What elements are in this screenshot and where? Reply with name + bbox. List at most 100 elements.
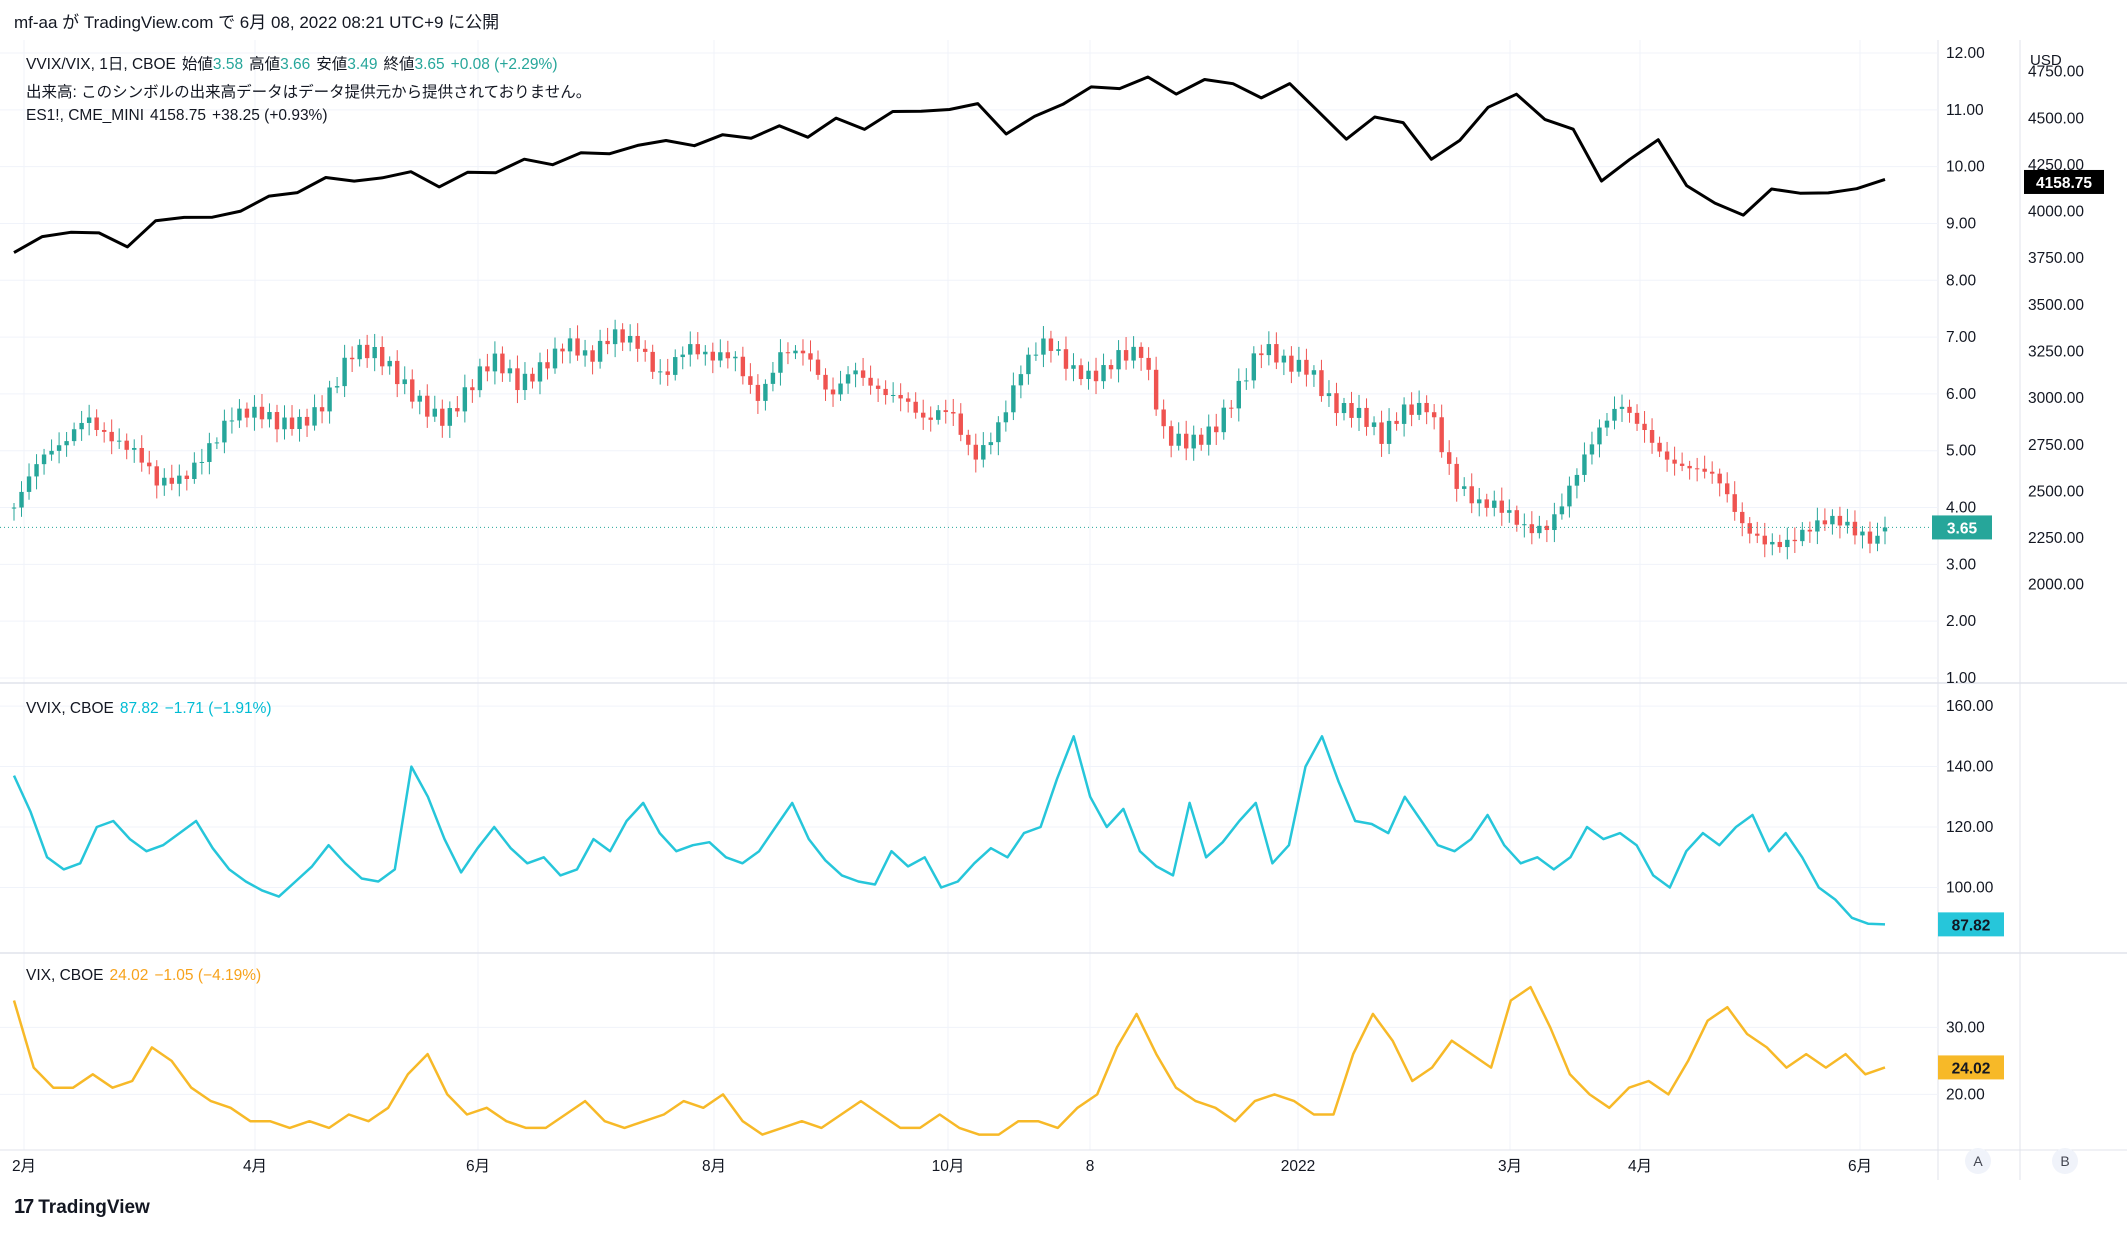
candle-body	[605, 340, 610, 345]
candle-body	[1168, 426, 1174, 446]
candle-body	[1567, 485, 1572, 507]
candle-body	[364, 344, 370, 359]
close-value: 3.65	[414, 56, 445, 73]
candle-body	[560, 348, 565, 352]
candle-body	[650, 351, 655, 372]
candle-body	[49, 450, 54, 455]
legend-symbol: VVIX/VIX, 1日, CBOE	[26, 56, 176, 73]
auto-scale-button[interactable]: A	[1965, 1148, 1991, 1174]
candle-body	[1732, 494, 1737, 512]
candle-body	[838, 383, 843, 395]
candle-body	[658, 371, 663, 373]
open-label: 始値	[181, 56, 213, 73]
candle-body	[1694, 468, 1700, 470]
es-price-text: 4158.75	[2036, 175, 2092, 192]
candle-body	[1424, 402, 1429, 413]
close-label: 終値	[383, 56, 415, 73]
y-tick-label: 2.00	[1946, 613, 1977, 630]
candle-body	[1018, 374, 1024, 386]
candle-body	[1041, 338, 1046, 355]
candle-body	[710, 351, 716, 361]
candle-body	[1086, 370, 1091, 380]
overlay-tick-label: 2750.00	[2028, 437, 2084, 454]
candle-body	[778, 352, 783, 373]
candle-body	[522, 373, 528, 391]
candle-body	[740, 356, 746, 377]
candle-body	[763, 383, 768, 401]
overlay-tick-label: 3500.00	[2028, 297, 2084, 314]
candle-body	[973, 444, 978, 460]
candle-body	[1138, 346, 1144, 358]
y-tick-label: 120.00	[1946, 819, 1994, 836]
candle-body	[1604, 420, 1610, 428]
candle-body	[1882, 527, 1888, 532]
candle-body	[1349, 403, 1354, 418]
candle-body	[177, 475, 182, 484]
candle-body	[1800, 529, 1805, 542]
overlay-tick-label: 3750.00	[2028, 250, 2084, 267]
brand-name: TradingView	[38, 1196, 150, 1218]
candle-body	[718, 352, 723, 361]
candle-body	[793, 350, 798, 354]
scale-b-button[interactable]: B	[2052, 1148, 2078, 1174]
candle-body	[11, 507, 17, 509]
candle-body	[71, 429, 77, 442]
candle-body	[447, 408, 453, 426]
candle-body	[1792, 539, 1798, 542]
candle-body	[184, 475, 190, 479]
candle-body	[815, 359, 821, 375]
candle-body	[830, 389, 836, 395]
candle-body	[860, 370, 866, 378]
candle-body	[485, 366, 490, 372]
candle-body	[1416, 402, 1422, 415]
candle-body	[342, 357, 347, 387]
candle-body	[800, 350, 806, 354]
candle-body	[425, 395, 430, 417]
y-tick-label: 160.00	[1946, 698, 1994, 715]
candle-body	[304, 416, 310, 426]
vvix-price-badge	[1938, 912, 2004, 937]
candle-body	[1867, 531, 1873, 544]
vvix-symbol: VVIX, CBOE	[26, 700, 114, 717]
y-tick-label: 10.00	[1946, 159, 1985, 176]
candle-body	[1537, 525, 1542, 534]
candle-body	[575, 338, 580, 356]
candle-body	[492, 353, 498, 372]
last-price-text: 3.65	[1947, 520, 1978, 537]
candle-body	[1071, 365, 1076, 369]
candle-body	[890, 395, 896, 397]
candle-body	[1364, 407, 1369, 427]
candle-body	[1469, 486, 1474, 504]
candle-body	[1311, 370, 1317, 375]
candle-body	[1266, 344, 1272, 356]
candle-body	[627, 335, 633, 343]
candle-body	[1161, 409, 1166, 427]
candle-body	[808, 353, 813, 360]
candle-body	[515, 368, 520, 391]
vvix-change: −1.71 (−1.91%)	[164, 700, 272, 717]
candle-body	[162, 477, 167, 486]
overlay-tick-label: 2500.00	[2028, 483, 2084, 500]
candle-body	[1214, 426, 1219, 433]
candle-body	[612, 329, 618, 345]
candle-body	[1574, 474, 1580, 486]
candle-body	[289, 417, 295, 430]
candle-body	[1386, 420, 1392, 444]
candle-body	[1582, 454, 1587, 475]
overlay-tick-label: 4250.00	[2028, 157, 2084, 174]
candle-body	[1319, 370, 1324, 397]
candle-body	[1529, 524, 1535, 534]
candle-body	[349, 357, 355, 360]
footer-brand[interactable]: 17 TradingView	[14, 1196, 150, 1219]
y-tick-label: 7.00	[1946, 329, 1977, 346]
candle-body	[1702, 468, 1707, 472]
candle-body	[1725, 483, 1730, 495]
candle-body	[665, 371, 670, 375]
candle-body	[695, 344, 700, 355]
y-tick-label: 6.00	[1946, 386, 1977, 403]
candle-body	[1236, 380, 1241, 409]
candle-body	[379, 347, 385, 367]
candle-body	[875, 385, 881, 389]
candle-body	[966, 434, 971, 445]
